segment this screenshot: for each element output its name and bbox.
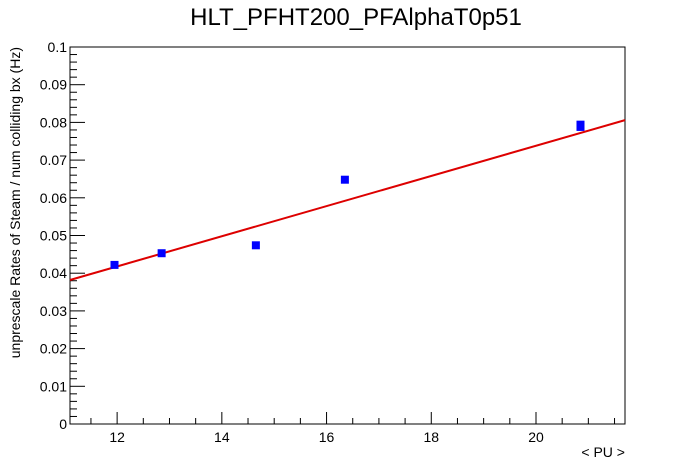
y-tick-label: 0.03	[40, 303, 67, 319]
y-tick-label: 0.05	[40, 228, 67, 244]
data-point	[251, 241, 260, 250]
data-points-layer	[110, 120, 585, 269]
y-axis-label: unprescale Rates of Steam / num collidin…	[7, 47, 23, 358]
chart-title: HLT_PFHT200_PFAlphaT0p51	[190, 4, 522, 31]
fit-line-layer	[69, 119, 626, 281]
x-axis-ticks: 12 14 16 18 20	[90, 412, 616, 445]
y-tick-label: 0.08	[40, 114, 67, 130]
y-tick-label: 0.07	[40, 152, 67, 168]
x-tick-label: 18	[423, 429, 439, 445]
data-point	[576, 120, 585, 129]
x-tick-label: 12	[109, 429, 125, 445]
x-tick-label: 16	[319, 429, 335, 445]
y-tick-label: 0	[59, 416, 67, 432]
y-tick-label: 0.01	[40, 378, 67, 394]
data-point	[110, 260, 119, 269]
x-tick-label: 20	[528, 429, 544, 445]
x-axis-label: < PU >	[581, 444, 625, 460]
y-tick-label: 0.1	[48, 39, 68, 55]
y-tick-label: 0.06	[40, 190, 67, 206]
y-tick-label: 0.02	[40, 341, 67, 357]
y-tick-label: 0.04	[40, 265, 67, 281]
fit-line	[69, 119, 626, 281]
plot-frame	[69, 46, 626, 425]
data-point	[157, 249, 166, 258]
y-tick-label: 0.09	[40, 77, 67, 93]
y-axis-ticks: 0 0.01 0.02 0.03 0.04 0.05 0.06 0.07 0.08 0.09 0.1	[40, 39, 85, 432]
x-tick-label: 14	[214, 429, 230, 445]
data-point	[340, 175, 349, 184]
